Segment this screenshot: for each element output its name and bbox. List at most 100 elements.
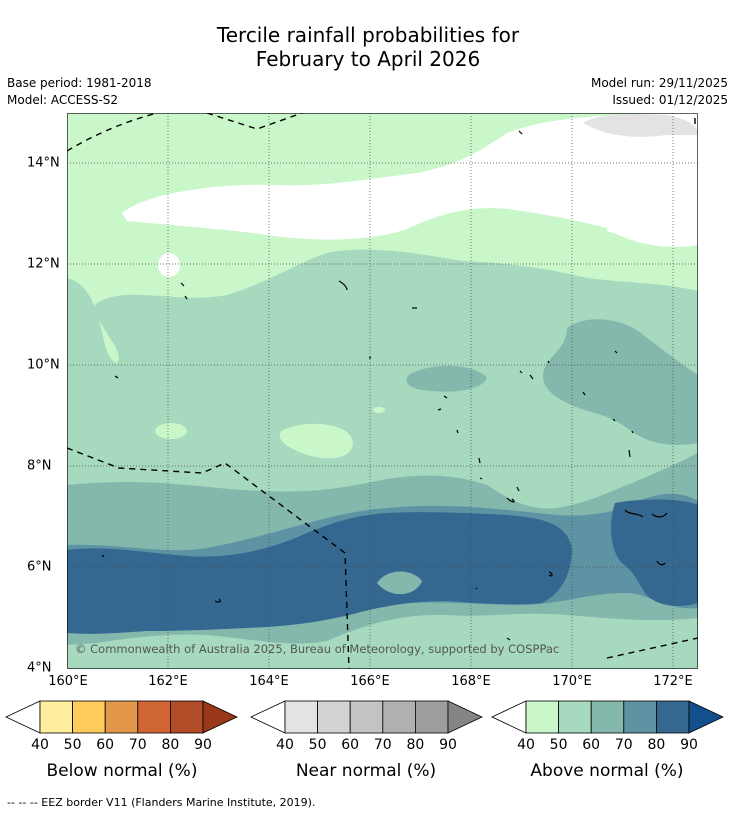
island <box>582 391 586 396</box>
eez-border-south <box>67 447 350 669</box>
zone-white-north <box>122 113 698 248</box>
legend-title-below: Below normal (%) <box>46 761 198 781</box>
island <box>114 375 119 379</box>
x-tick-160e: 160°E <box>48 674 88 689</box>
island <box>624 509 644 518</box>
island <box>656 560 666 566</box>
colorbar-tick-label: 90 <box>680 737 698 753</box>
island <box>519 370 523 374</box>
zone-above-40-blob-c <box>373 407 385 413</box>
base-period: Base period: 1981-2018 <box>7 76 152 90</box>
legend-title-near: Near normal (%) <box>295 761 437 781</box>
colorbar-segment <box>72 700 106 734</box>
y-tick-8n: 8°N <box>27 458 52 474</box>
colorbar-tick-label: 80 <box>161 737 180 753</box>
island <box>651 512 668 518</box>
y-tick-12n: 12°N <box>27 256 60 272</box>
island <box>479 477 483 480</box>
island <box>612 418 616 422</box>
rainfall-map: © Commonwealth of Australia 2025, Bureau… <box>67 113 698 669</box>
y-tick-6n: 6°N <box>27 559 52 575</box>
colorbar-below-normal <box>5 700 238 734</box>
colorbar-tick-label: 80 <box>406 737 425 753</box>
map-title-line1: Tercile rainfall probabilities for <box>216 23 520 47</box>
eez-border-se <box>606 637 698 659</box>
colorbar-segment <box>284 700 318 734</box>
eez-borders <box>67 113 698 669</box>
island <box>478 457 481 464</box>
colorbar-segment <box>558 700 592 734</box>
colorbar-tick-label: 60 <box>582 737 601 753</box>
island <box>456 429 459 434</box>
zone-above-40-blob-b <box>155 423 187 439</box>
zone-near-40-north <box>583 113 698 137</box>
island <box>506 497 515 503</box>
colorbar-segment <box>590 700 625 734</box>
colorbar-arrow-high <box>688 700 724 734</box>
zone-above-80 <box>67 512 572 634</box>
legend-title-above: Above normal (%) <box>530 761 684 781</box>
x-tick-172e: 172°E <box>653 674 693 689</box>
gridlines <box>67 113 698 669</box>
colorbar-segment <box>525 700 559 734</box>
zone-above-80-east <box>611 499 698 606</box>
island <box>475 587 478 590</box>
colorbar-tick-label: 80 <box>647 737 666 753</box>
island <box>437 408 442 411</box>
zone-white-islet <box>158 253 180 277</box>
issued-date: Issued: 01/12/2025 <box>612 93 728 107</box>
colorbar-tick-label: 70 <box>128 737 147 753</box>
x-tick-162e: 162°E <box>148 674 188 689</box>
island <box>547 360 550 364</box>
colorbar-segment <box>382 700 416 734</box>
eez-border-nw <box>67 113 158 152</box>
colorbar-tick-label: 70 <box>373 737 392 753</box>
colorbar-tick-label: 50 <box>63 737 82 753</box>
islands <box>101 130 668 641</box>
map-svg <box>67 113 698 669</box>
map-frame <box>67 113 698 669</box>
island <box>101 554 105 558</box>
y-tick-10n: 10°N <box>27 357 60 373</box>
colorbar-arrow-low <box>250 700 286 734</box>
colorbar-tick-label: 90 <box>439 737 457 753</box>
map-title-line2: February to April 2026 <box>255 47 481 71</box>
colorbar-tick-label: 70 <box>614 737 633 753</box>
island <box>184 295 188 300</box>
x-tick-168e: 168°E <box>451 674 491 689</box>
island <box>529 374 534 380</box>
zone-above-60-notch <box>377 571 422 595</box>
colorbar-segment <box>169 700 204 734</box>
colorbar-segment <box>623 700 657 734</box>
x-tick-166e: 166°E <box>350 674 390 689</box>
island <box>180 282 185 287</box>
island <box>518 130 523 135</box>
colorbar-segment <box>137 700 171 734</box>
model-name: Model: ACCESS-S2 <box>7 93 119 107</box>
zone-above-60-mid <box>406 365 487 392</box>
colorbar-tick-label: 40 <box>31 737 49 753</box>
colorbar-arrow-high <box>202 700 238 734</box>
legend-colorbars <box>5 700 724 734</box>
colorbar-arrow-high <box>447 700 483 734</box>
colorbar-segment <box>656 700 690 734</box>
colorbar-tick-label: 90 <box>194 737 212 753</box>
zone-above-60-ne <box>543 319 698 445</box>
colorbar-near-normal <box>250 700 483 734</box>
zone-above-40-blob-a <box>279 423 353 459</box>
island <box>631 430 634 434</box>
colorbar-tick-label: 50 <box>308 737 327 753</box>
copyright-notice: © Commonwealth of Australia 2025, Bureau… <box>75 642 560 656</box>
zone-white-east <box>607 185 698 246</box>
x-tick-164e: 164°E <box>249 674 289 689</box>
colorbar-segment <box>104 700 139 734</box>
island <box>214 598 221 603</box>
y-tick-14n: 14°N <box>27 155 60 171</box>
colorbar-segment <box>317 700 351 734</box>
colorbar-arrow-low <box>5 700 41 734</box>
colorbar-arrow-low <box>491 700 527 734</box>
island <box>628 449 631 458</box>
island <box>506 637 511 641</box>
y-tick-4n: 4°N <box>27 660 52 676</box>
colorbar-segment <box>349 700 384 734</box>
